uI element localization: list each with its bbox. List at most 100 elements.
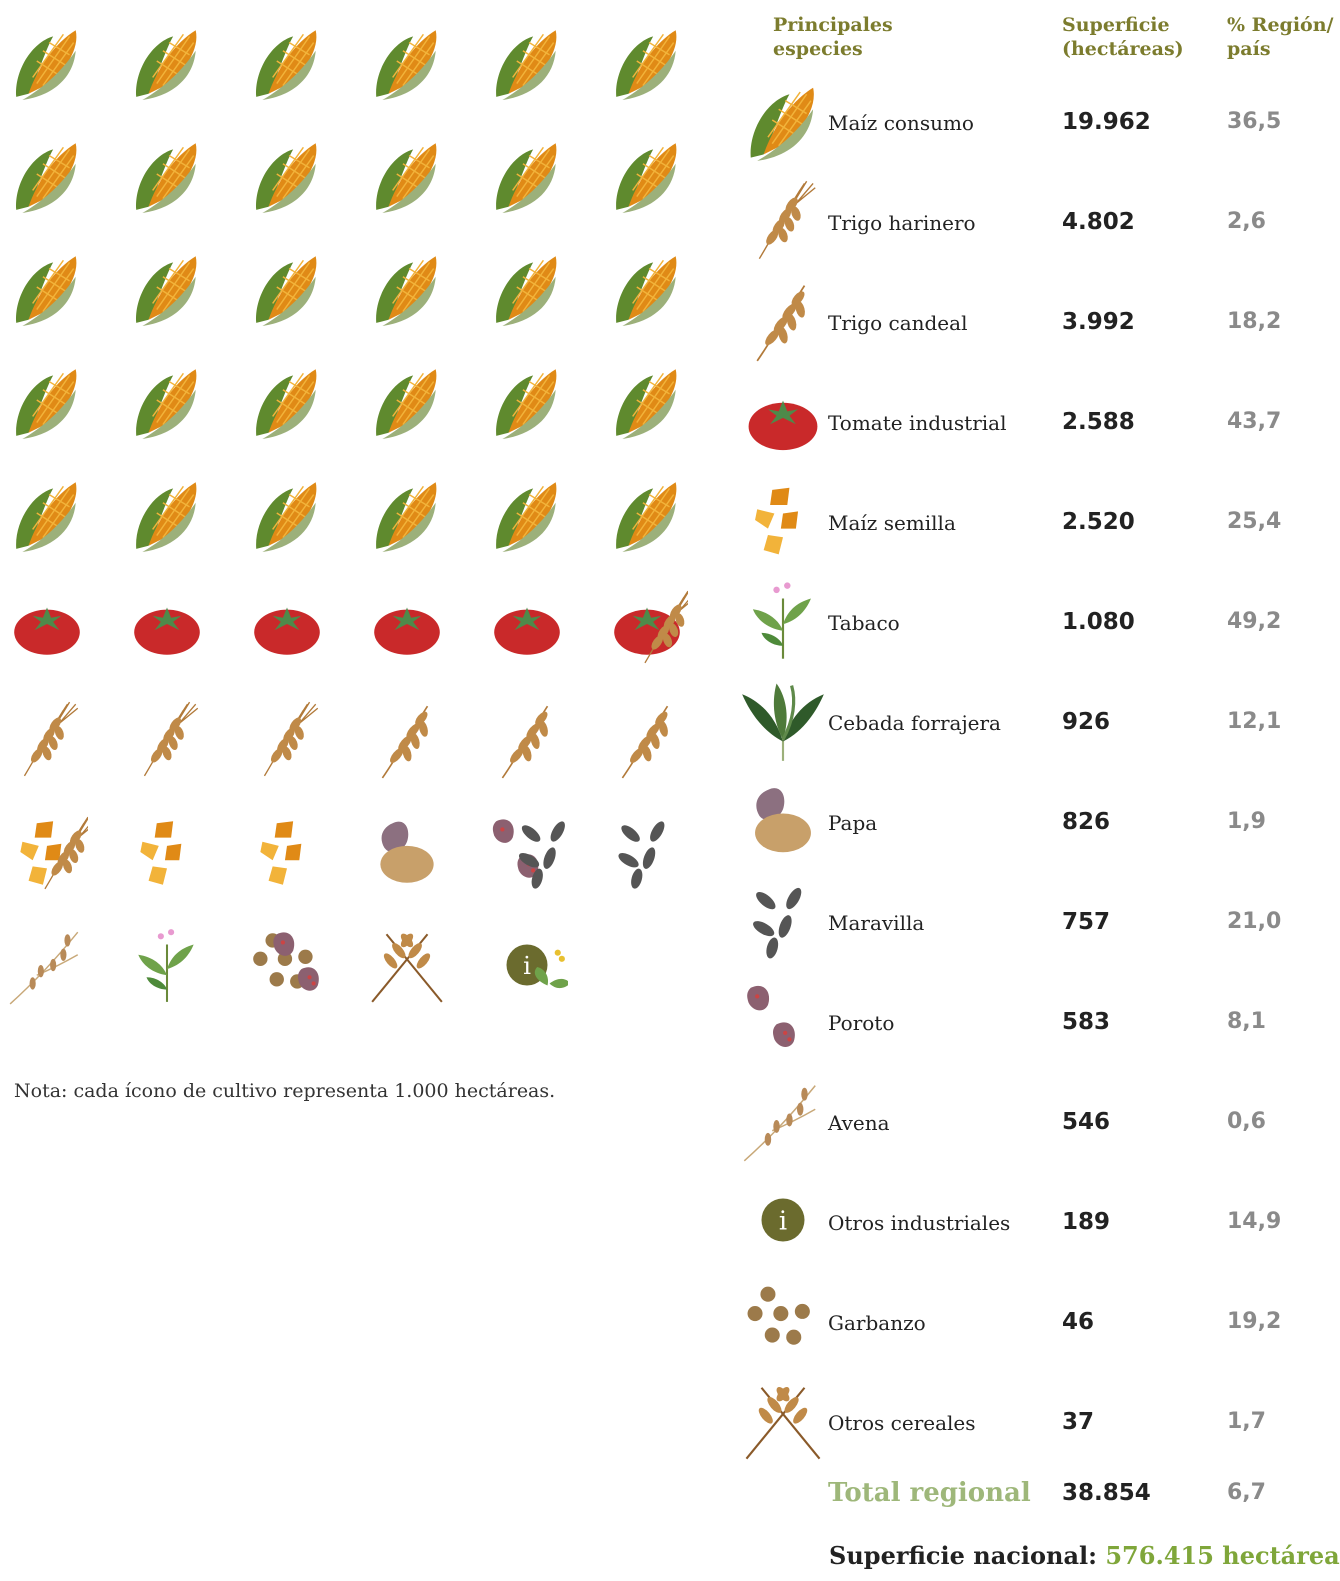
crop-area: 2.588 <box>1062 409 1135 435</box>
corn-icon <box>376 369 437 439</box>
crop-row: Maíz consumo 19.962 36,5 <box>740 75 1340 165</box>
tobacco-icon <box>138 929 194 1002</box>
chickpea-icon <box>253 932 319 991</box>
industrial-icon: i <box>761 1198 805 1242</box>
crop-area: 4.802 <box>1062 209 1135 235</box>
corn-icon <box>376 482 437 552</box>
corn-icon <box>16 30 77 100</box>
national-label: Superficie nacional: <box>829 1541 1097 1570</box>
tomato-icon <box>134 607 200 655</box>
crop-area: 19.962 <box>1062 109 1151 135</box>
crop-area: 3.992 <box>1062 309 1135 335</box>
crop-row: Tomate industrial 2.588 43,7 <box>740 375 1340 465</box>
seed-corn-icon <box>20 816 88 890</box>
corn-icon <box>496 30 557 100</box>
crop-row: Trigo candeal 3.992 18,2 <box>740 275 1340 365</box>
barley-icon <box>742 683 824 761</box>
header-area-line1: Superficie <box>1062 14 1170 36</box>
tomato-icon <box>254 607 320 655</box>
corn-icon <box>616 369 677 439</box>
corn-icon <box>136 143 197 213</box>
crop-name: Garbanzo <box>828 1311 926 1335</box>
corn-icon <box>136 369 197 439</box>
corn-icon <box>136 30 197 100</box>
corn-icon <box>376 30 437 100</box>
crop-row: Papa 826 1,9 <box>740 775 1340 865</box>
crop-pct: 21,0 <box>1227 909 1282 934</box>
header-area: Superficie (hectáreas) <box>1062 13 1184 61</box>
corn-icon <box>376 256 437 326</box>
durum-wheat-icon <box>381 705 429 779</box>
wheat-icon <box>263 701 319 777</box>
crop-area: 926 <box>1062 709 1111 735</box>
wheat-icon <box>143 701 199 777</box>
wheat-icon <box>758 180 816 260</box>
tomato-icon <box>748 400 818 451</box>
total-row: Total regional 38.854 6,7 <box>740 1466 1340 1556</box>
header-species-line2: especies <box>773 38 863 60</box>
crop-name: Tabaco <box>828 611 900 635</box>
corn-icon <box>136 256 197 326</box>
crop-name: Avena <box>828 1111 890 1135</box>
corn-icon <box>256 30 317 100</box>
corn-icon <box>256 256 317 326</box>
crop-name: Trigo candeal <box>828 311 968 335</box>
wheat-icon <box>23 701 79 777</box>
corn-icon <box>376 143 437 213</box>
corn-icon <box>256 143 317 213</box>
crop-area: 546 <box>1062 1109 1111 1135</box>
oat-icon <box>743 1085 816 1162</box>
crop-pct: 25,4 <box>1227 509 1282 534</box>
corn-icon <box>616 143 677 213</box>
crop-pct: 18,2 <box>1227 309 1282 334</box>
crop-pct: 19,2 <box>1227 1309 1282 1334</box>
total-area: 38.854 <box>1062 1480 1151 1506</box>
corn-icon <box>16 369 77 439</box>
crop-area: 2.520 <box>1062 509 1135 535</box>
crop-name: Papa <box>828 811 878 835</box>
corn-icon <box>496 143 557 213</box>
tomato-icon <box>14 607 80 655</box>
chickpea-icon <box>747 1286 810 1345</box>
corn-icon <box>616 30 677 100</box>
header-pct-line1: % Región/ <box>1227 14 1334 36</box>
crop-area: 583 <box>1062 1009 1111 1035</box>
oat-icon <box>9 931 79 1005</box>
tomato-icon <box>494 607 560 655</box>
corn-icon <box>616 256 677 326</box>
crop-name: Poroto <box>828 1011 895 1035</box>
crop-name: Otros industriales <box>828 1211 1011 1235</box>
crop-area: 37 <box>1062 1409 1095 1435</box>
svg-text:i: i <box>779 1207 787 1237</box>
crop-name: Maíz consumo <box>828 111 974 135</box>
crop-pct: 36,5 <box>1227 109 1282 134</box>
corn-icon <box>16 482 77 552</box>
crop-pct: 1,9 <box>1227 809 1266 834</box>
crop-row: Garbanzo 46 19,2 <box>740 1275 1340 1365</box>
corn-icon <box>496 256 557 326</box>
crop-name: Trigo harinero <box>828 211 976 235</box>
tomato-icon <box>374 607 440 655</box>
crop-area: 46 <box>1062 1309 1095 1335</box>
crop-row: Maíz semilla 2.520 25,4 <box>740 475 1340 565</box>
crop-pct: 8,1 <box>1227 1009 1266 1034</box>
bean-icon <box>747 985 795 1047</box>
tobacco-icon <box>752 582 811 659</box>
crop-pct: 12,1 <box>1227 709 1282 734</box>
durum-wheat-icon <box>501 705 549 779</box>
crop-row: Cebada forrajera 926 12,1 <box>740 675 1340 765</box>
corn-icon <box>496 482 557 552</box>
corn-icon <box>616 482 677 552</box>
sunflower-icon <box>618 821 665 889</box>
durum-wheat-icon <box>756 285 806 362</box>
bean-icon <box>492 819 565 889</box>
seed-corn-icon <box>260 821 302 885</box>
crop-pct: 49,2 <box>1227 609 1282 634</box>
crop-row: Avena 546 0,6 <box>740 1075 1340 1165</box>
crop-row: Maravilla 757 21,0 <box>740 875 1340 965</box>
potato-icon <box>755 788 811 853</box>
corn-icon <box>256 482 317 552</box>
crop-area: 757 <box>1062 909 1111 935</box>
corn-icon <box>16 256 77 326</box>
total-label: Total regional <box>828 1478 1031 1508</box>
